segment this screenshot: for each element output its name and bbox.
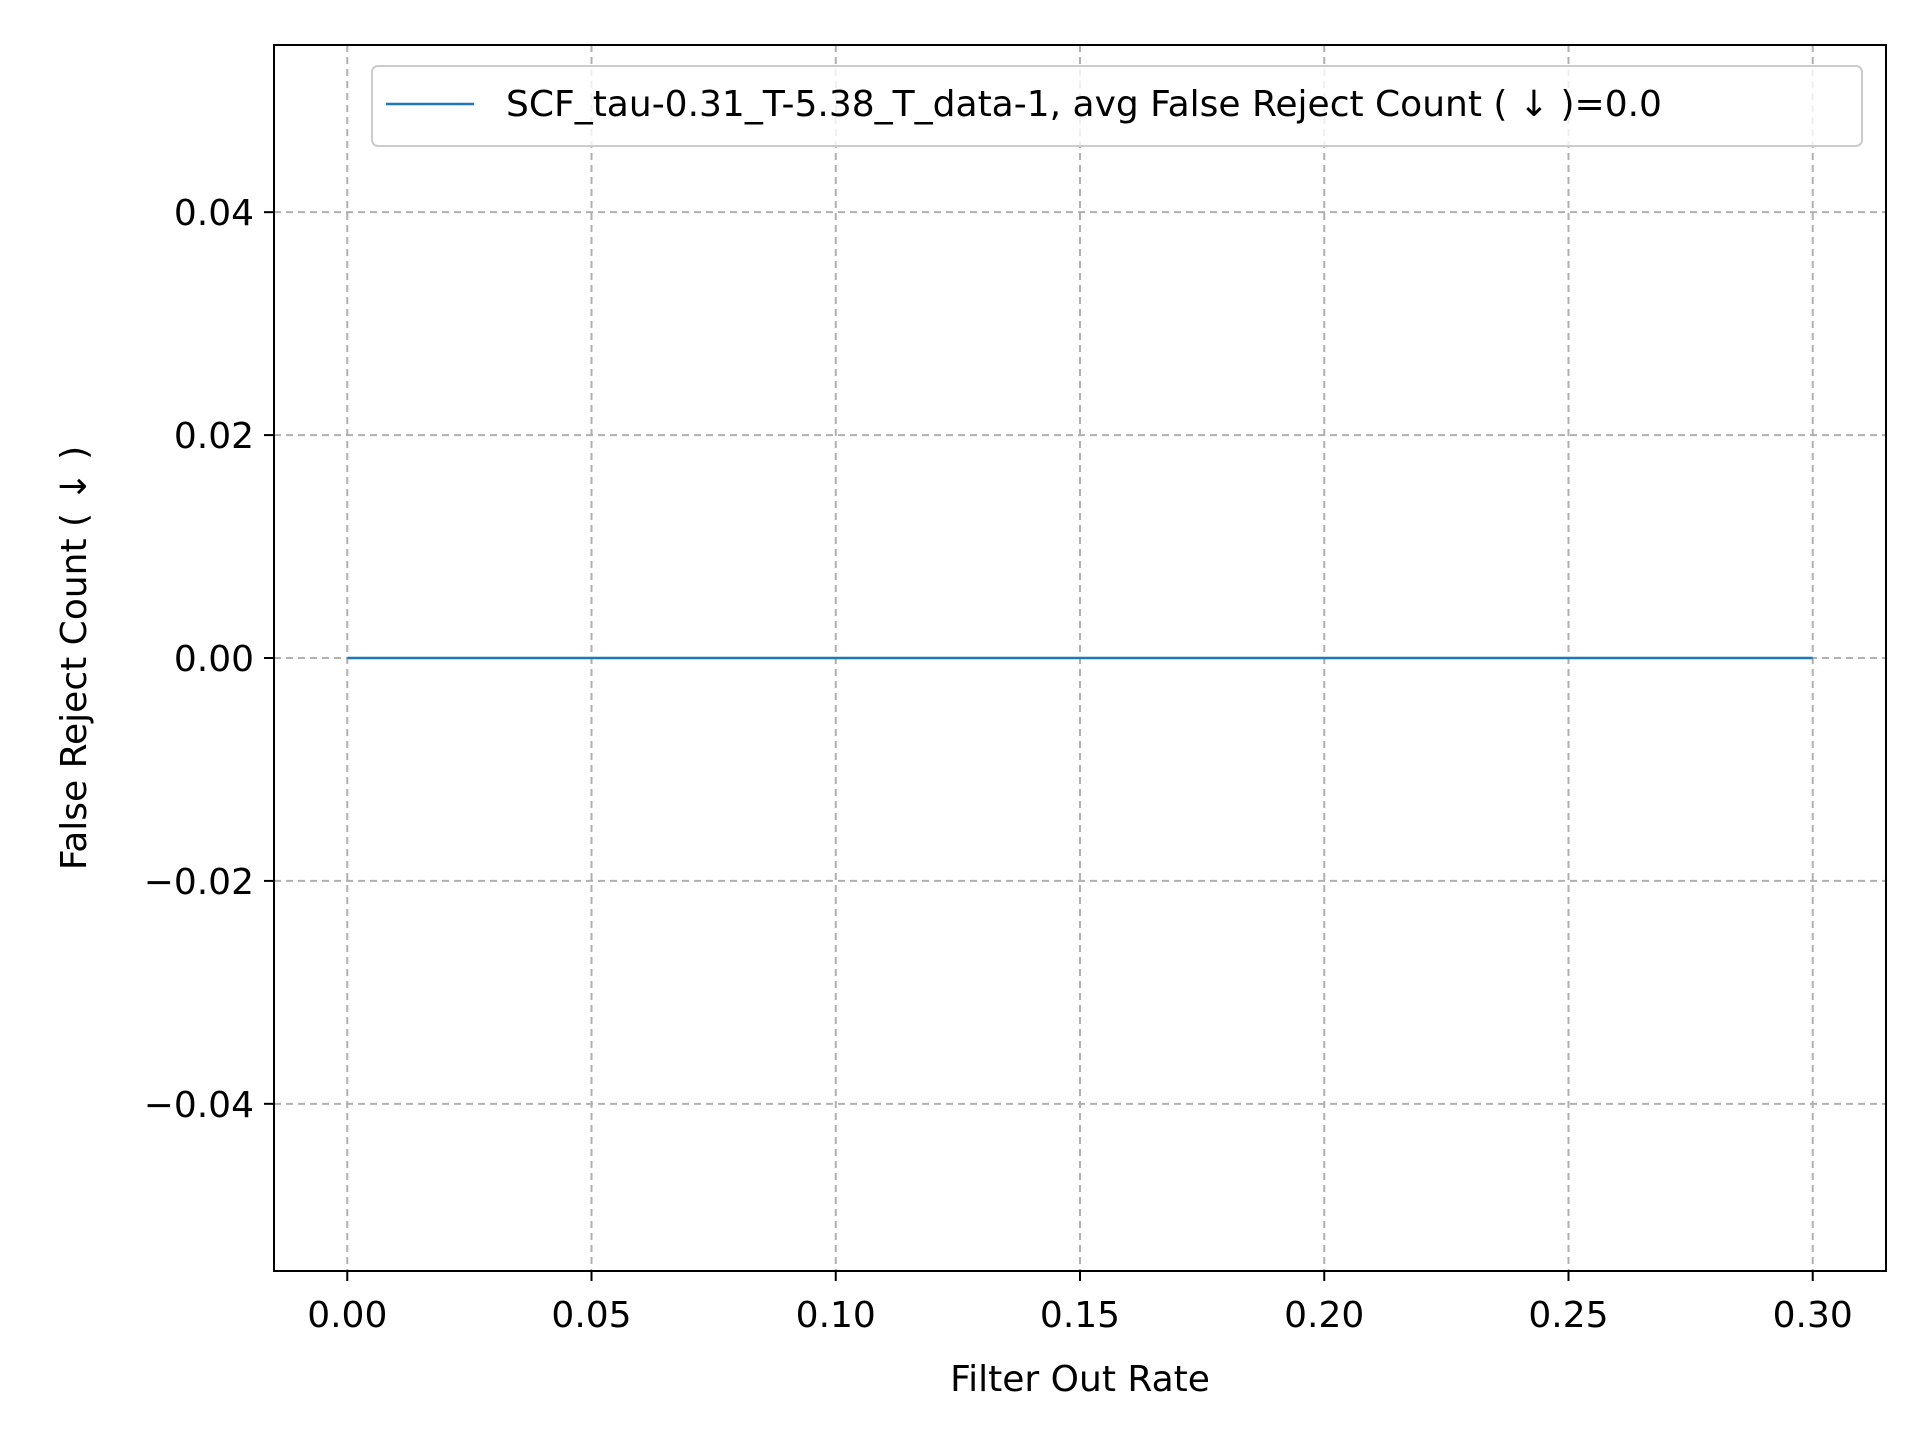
y-axis-label: False Reject Count ( ↓ )	[54, 446, 95, 870]
y-tick-label: 0.00	[174, 639, 254, 680]
x-tick-label: 0.25	[1528, 1295, 1608, 1336]
x-axis-label: Filter Out Rate	[950, 1359, 1210, 1400]
y-tick-label: 0.04	[174, 193, 254, 234]
legend-box	[371, 65, 1863, 147]
x-axis-ticks: 0.00 0.05 0.10 0.15 0.20 0.25 0.30	[307, 1271, 1853, 1336]
y-tick-label: 0.02	[174, 416, 254, 457]
x-tick-label: 0.30	[1773, 1295, 1853, 1336]
legend-entry-label: SCF_tau-0.31_T-5.38_T_data-1, avg False …	[506, 84, 1662, 125]
x-tick-label: 0.00	[307, 1295, 387, 1336]
legend: SCF_tau-0.31_T-5.38_T_data-1, avg False …	[371, 65, 1863, 147]
y-tick-label: −0.02	[144, 862, 254, 903]
x-tick-label: 0.15	[1040, 1295, 1120, 1336]
y-axis-ticks: −0.04 −0.02 0.00 0.02 0.04	[144, 193, 274, 1126]
y-tick-label: −0.04	[144, 1085, 254, 1126]
x-tick-label: 0.10	[796, 1295, 876, 1336]
x-tick-label: 0.05	[551, 1295, 631, 1336]
x-tick-label: 0.20	[1284, 1295, 1364, 1336]
